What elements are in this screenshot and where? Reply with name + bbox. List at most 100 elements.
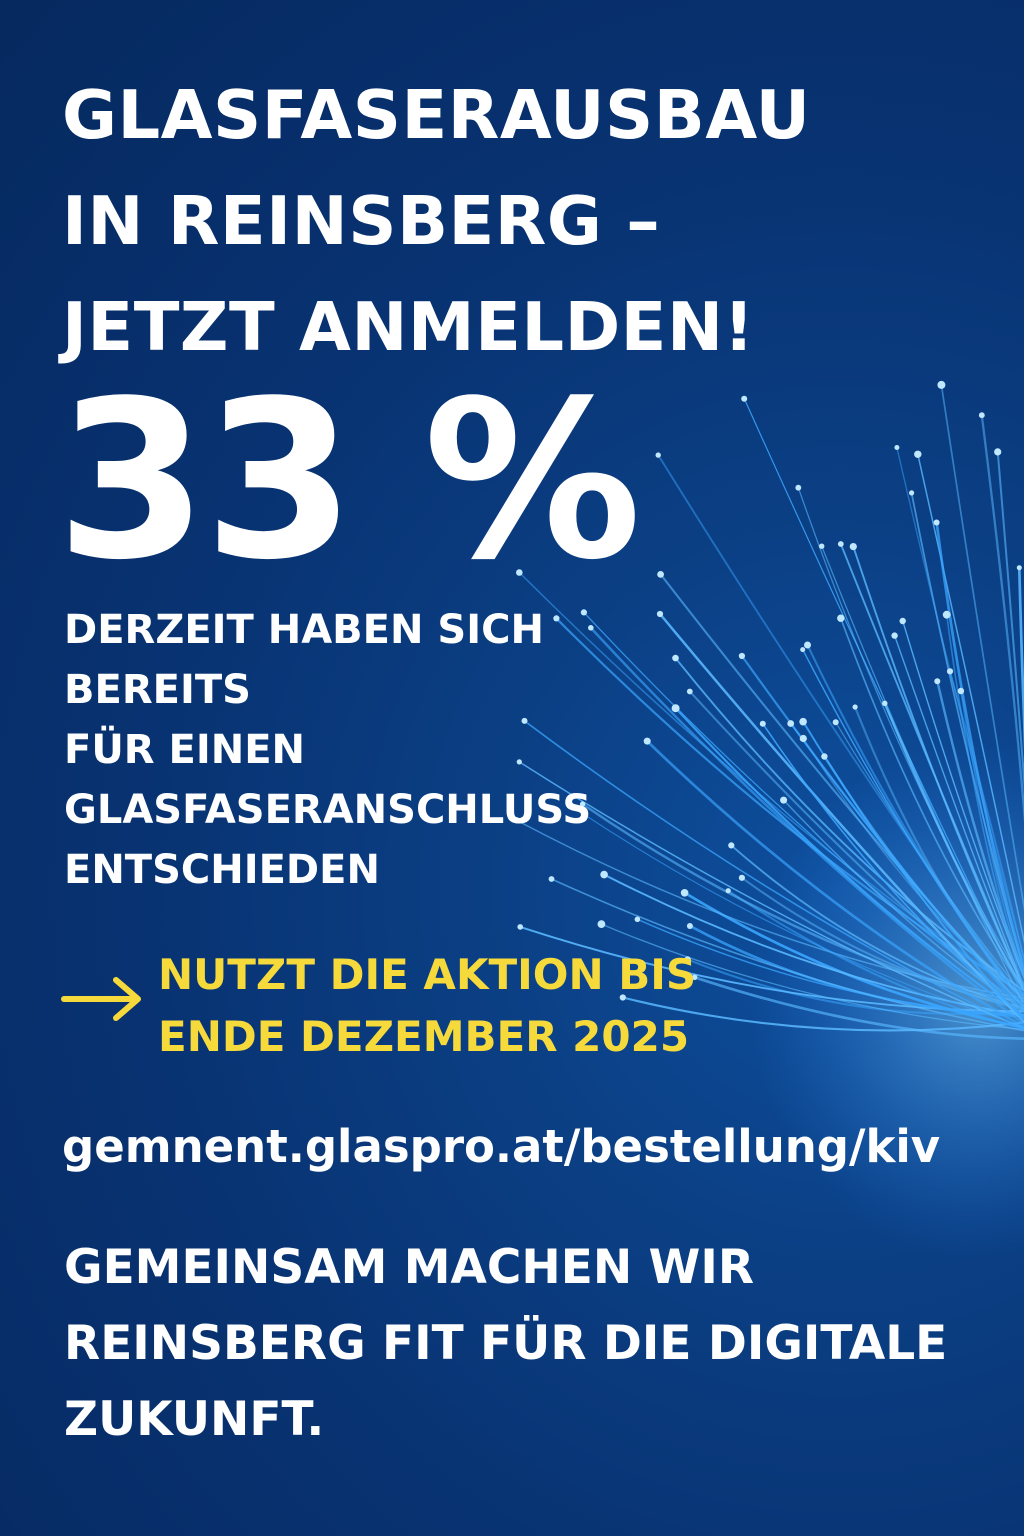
fiber-strand (839, 617, 1024, 992)
fiber-tip (821, 753, 828, 760)
fiber-tip (657, 571, 664, 578)
fiber-tip (837, 614, 845, 622)
closing-statement: GEMEINSAM MACHEN WIR REINSBERG FIT FÜR D… (64, 1230, 964, 1458)
fiber-tip (946, 668, 954, 675)
fiber-strand (802, 649, 1024, 1008)
fiber-strand (601, 923, 1024, 1031)
fiber-tip (686, 688, 693, 695)
closing-line-3: ZUKUNFT. (64, 1392, 325, 1447)
fiber-tip (909, 490, 915, 496)
headline-line-3: JETZT ANMELDEN! (62, 288, 755, 366)
fiber-strand (515, 819, 1024, 1000)
fiber-tip (787, 720, 795, 727)
closing-line-1: GEMEINSAM MACHEN WIR (64, 1240, 755, 1295)
fiber-tip (671, 704, 680, 713)
fiber-tip (837, 541, 844, 547)
fiber-tip (914, 450, 922, 458)
fiber-strand (518, 761, 1024, 1030)
fiber-tip (799, 734, 807, 743)
description-line-2: BEREITS (64, 667, 251, 713)
fiber-tip (516, 759, 522, 765)
fiber-strand (980, 415, 1024, 823)
fiber-strand (802, 721, 1024, 1022)
fiber-strand (589, 626, 1024, 1026)
fiber-strand (1017, 567, 1024, 752)
fiber-tip (759, 720, 766, 727)
fiber-tip (800, 647, 806, 653)
fiber-tip (957, 687, 965, 695)
fiber-tip (780, 796, 788, 804)
headline-line-1: GLASFASERAUSBAU (62, 76, 811, 154)
fiber-tip (852, 704, 858, 710)
fiber-tip (579, 801, 586, 807)
fiber-strand (936, 680, 1024, 977)
fiber-tip (933, 519, 940, 526)
fiber-strand (730, 844, 1024, 1010)
fiber-tip (548, 876, 555, 882)
fiber-tip (882, 700, 888, 706)
cta-line-1: NUTZT DIE AKTION BIS (158, 950, 697, 999)
fiber-strand (741, 655, 1024, 1014)
fiber-strand (622, 996, 1024, 1032)
fiber-tip (891, 632, 898, 639)
description-line-3: FÜR EINEN (64, 727, 306, 773)
fiber-tip (899, 617, 906, 625)
fiber-strand (940, 384, 1024, 912)
fiber-tip (819, 543, 825, 549)
fiber-strand (674, 707, 1024, 1019)
closing-line-2: REINSBERG FIT FÜR DIE DIGITALE (64, 1316, 948, 1371)
fiber-strand (523, 720, 1024, 1031)
fiber-tip (553, 615, 560, 622)
fiber-strand (519, 926, 1024, 1013)
fiber-tip (656, 610, 664, 618)
fiber-tip (795, 484, 802, 491)
fiber-strand (821, 545, 1024, 1008)
fiber-strand (949, 671, 1024, 964)
fiber-strand (727, 889, 1024, 1031)
fiber-tip (832, 719, 839, 726)
fiber-strand (762, 723, 1024, 1018)
fiber-strand (797, 487, 1024, 986)
cta-line-2: ENDE DEZEMBER 2025 (158, 1012, 690, 1061)
description-line-4: GLASFASERANSCHLUSS (64, 787, 592, 833)
fiber-strand (646, 740, 1024, 1029)
fiber-tip (799, 717, 807, 726)
fiber-tip (634, 916, 641, 923)
fiber-tip (978, 412, 985, 419)
fiber-tip (684, 956, 691, 963)
fiber-tip (582, 812, 588, 818)
fiber-strand (960, 690, 1024, 980)
fiber-tip (937, 380, 946, 389)
fiber-tip (934, 678, 941, 685)
fiber-tip (738, 874, 746, 881)
fiber-tip (942, 610, 951, 619)
fiber-tip (691, 974, 698, 981)
fiber-tip (643, 737, 651, 745)
fiber-tip (728, 842, 735, 849)
fiber-tip (725, 888, 731, 894)
fiber-tip (738, 652, 746, 660)
order-url[interactable]: gemnent.glaspro.at/bestellung/kiv (62, 1120, 941, 1173)
description-line-1: DERZEIT HABEN SICH (64, 607, 544, 653)
fiber-tip (994, 448, 1002, 456)
fiber-tip (513, 817, 520, 824)
fiber-strand (783, 799, 1024, 1012)
fiber-tip (588, 625, 594, 631)
fiber-tip (741, 395, 748, 402)
fiber-strand (694, 976, 1024, 1040)
description-line-5: ENTSCHIEDEN (64, 847, 380, 893)
percentage-value: 33 % (56, 355, 642, 608)
percentage-description: DERZEIT HABEN SICH BEREITS FÜR EINEN GLA… (64, 600, 624, 900)
fiber-tip (686, 923, 693, 929)
fiber-tip (597, 920, 606, 928)
fiber-tip (680, 889, 689, 897)
fiber-tip (804, 641, 811, 649)
fiber-strand (854, 706, 1024, 1004)
fiber-strand (996, 451, 1024, 792)
fiber-tip (655, 452, 661, 458)
fiber-strand (806, 644, 1024, 1003)
fiber-strand (917, 454, 1024, 945)
fiber-tip (849, 543, 857, 551)
headline: GLASFASERAUSBAU IN REINSBERG – JETZT ANM… (62, 62, 962, 380)
